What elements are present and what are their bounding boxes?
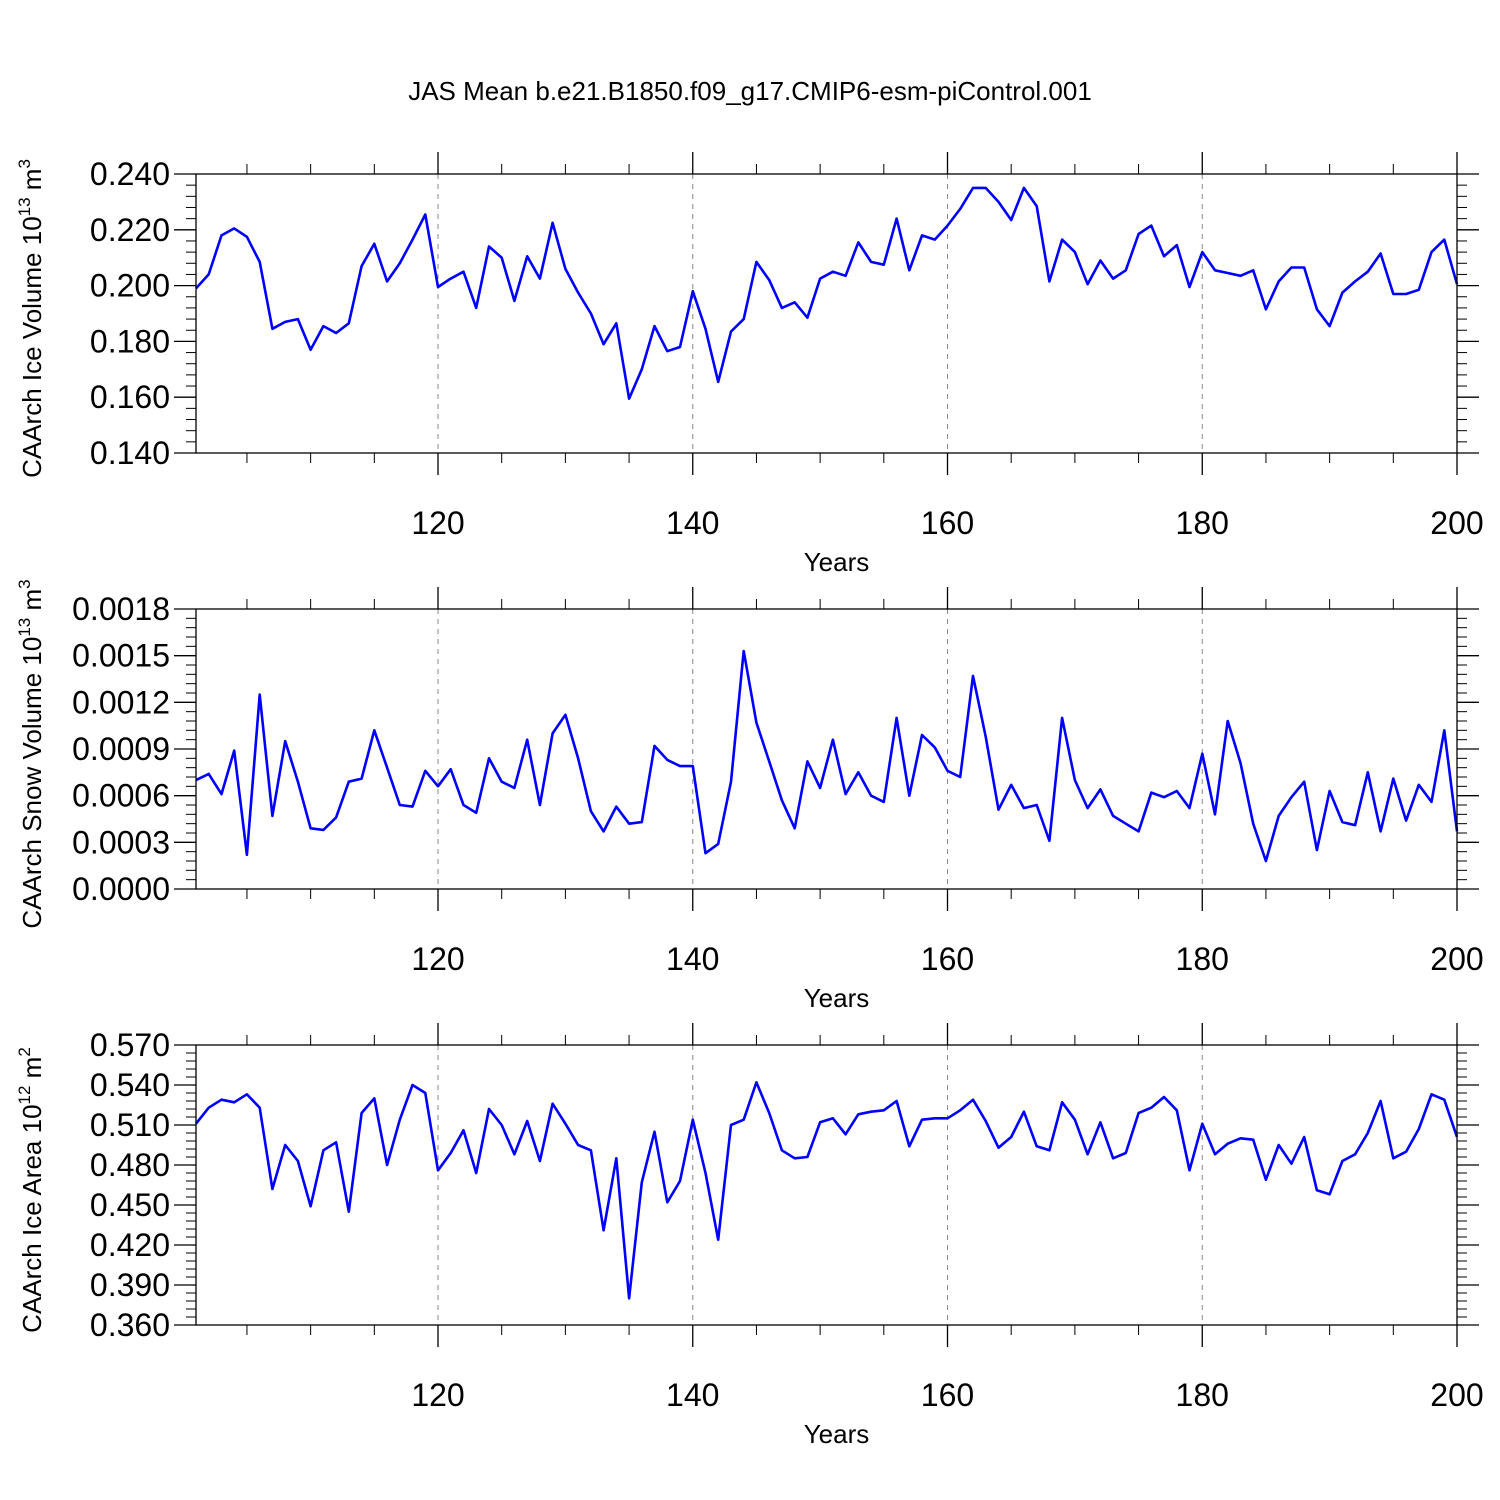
y-tick-label: 0.540	[90, 1067, 170, 1103]
y-tick-label: 0.0006	[72, 778, 170, 814]
y-label-superscript: 12	[15, 1086, 34, 1105]
y-tick-label: 0.160	[90, 379, 170, 415]
panels: 0.140 0.160 0.180 0.200 0.220 0.240 120 140 160 1…	[15, 152, 1484, 1449]
y-tick-label: 0.0015	[72, 638, 170, 674]
y-tick-label: 0.570	[90, 1027, 170, 1063]
y-tick-label: 0.180	[90, 323, 170, 359]
x-tick-label: 160	[921, 505, 974, 541]
series-line	[194, 1081, 1459, 1300]
y-tick-label: 0.450	[90, 1187, 170, 1223]
y-label-superscript: 3	[15, 159, 34, 168]
y-tick-label: 0.480	[90, 1147, 170, 1183]
y-label-text: m	[17, 169, 47, 198]
y-tick-label: 0.420	[90, 1227, 170, 1263]
y-axis-label: CAArch Ice Volume 1013 m3	[15, 159, 47, 478]
x-tick-label: 180	[1176, 505, 1229, 541]
y-tick-label: 0.220	[90, 212, 170, 248]
y-tick-label: 0.0009	[72, 731, 170, 767]
y-label-superscript: 13	[15, 197, 34, 216]
x-tick-label: 120	[411, 1377, 464, 1413]
x-tick-label: 180	[1176, 941, 1229, 977]
y-label-superscript: 13	[15, 618, 34, 637]
y-tick-label: 0.390	[90, 1267, 170, 1303]
panel-3: 0.360 0.390 0.420 0.450 0.480 0.510 0.540 0.570…	[15, 1023, 1484, 1449]
x-tick-label: 200	[1430, 505, 1483, 541]
plot-frame	[195, 173, 1458, 454]
x-tick-label: 120	[411, 505, 464, 541]
panel-1: 0.140 0.160 0.180 0.200 0.220 0.240 120 140 160 1…	[15, 152, 1484, 577]
y-label-text: CAArch Snow Volume 10	[17, 637, 47, 929]
y-tick-label: 0.0000	[72, 871, 170, 907]
y-tick-label: 0.200	[90, 268, 170, 304]
panel-2: 0.0000 0.0003 0.0006 0.0009 0.0012 0.0015 0.00…	[15, 579, 1484, 1013]
x-axis-label: Years	[804, 547, 870, 577]
y-label-superscript: 2	[15, 1047, 34, 1056]
y-label-text: m	[17, 1057, 47, 1086]
y-label-text: m	[17, 589, 47, 618]
y-tick-label: 0.240	[90, 156, 170, 192]
series-line	[195, 186, 1459, 400]
y-tick-label: 0.360	[90, 1307, 170, 1343]
y-tick-label: 0.510	[90, 1107, 170, 1143]
x-tick-label: 160	[921, 1377, 974, 1413]
y-axis-label: CAArch Snow Volume 1013 m3	[15, 579, 47, 928]
series-line	[195, 649, 1459, 863]
x-tick-label: 200	[1430, 941, 1483, 977]
chart-title: JAS Mean b.e21.B1850.f09_g17.CMIP6-esm-p…	[408, 76, 1092, 106]
x-tick-label: 200	[1430, 1377, 1483, 1413]
x-tick-label: 140	[666, 941, 719, 977]
plot-frame	[195, 1044, 1458, 1326]
y-axis-label: CAArch Ice Area 1012 m2	[15, 1047, 47, 1333]
x-tick-label: 160	[921, 941, 974, 977]
x-tick-label: 140	[666, 1377, 719, 1413]
y-label-text: CAArch Ice Volume 10	[17, 216, 47, 478]
y-tick-label: 0.0012	[72, 684, 170, 720]
y-label-text: CAArch Ice Area 10	[17, 1104, 47, 1332]
x-tick-label: 180	[1176, 1377, 1229, 1413]
y-label-superscript: 3	[15, 579, 34, 588]
x-tick-label: 140	[666, 505, 719, 541]
y-tick-label: 0.140	[90, 435, 170, 471]
x-tick-label: 120	[411, 941, 464, 977]
y-tick-label: 0.0018	[72, 591, 170, 627]
plot-frame	[195, 608, 1458, 890]
y-tick-label: 0.0003	[72, 824, 170, 860]
x-axis-label: Years	[804, 983, 870, 1013]
x-axis-label: Years	[804, 1419, 870, 1449]
